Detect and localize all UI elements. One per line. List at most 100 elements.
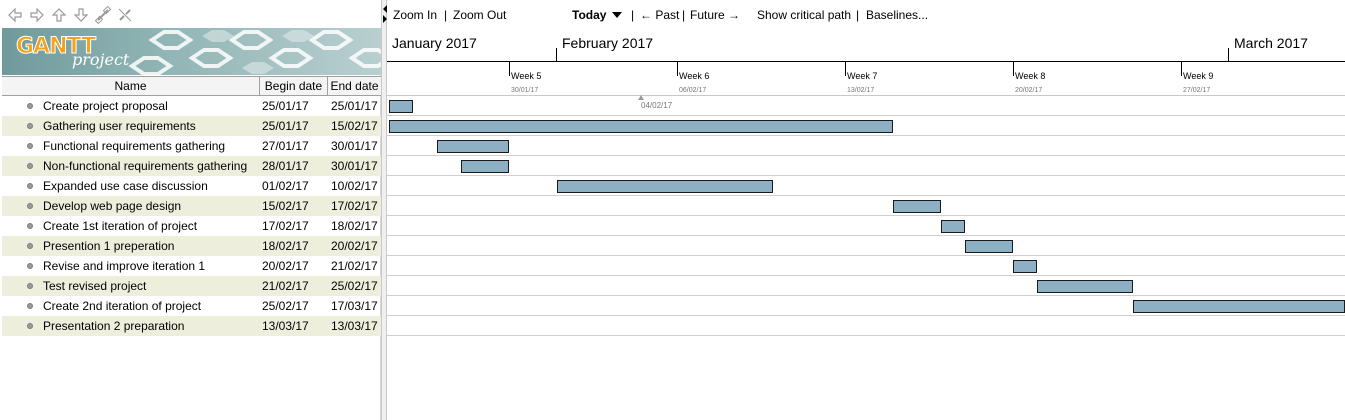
grid-row-line (387, 135, 1345, 136)
task-row[interactable]: Non-functional requirements gathering 28/… (2, 156, 381, 176)
grid-row-line (387, 235, 1345, 236)
task-begin-date[interactable]: 25/01/17 (262, 99, 309, 113)
ganttproject-logo: GANTT project (2, 28, 381, 75)
task-name[interactable]: Presention 1 preperation (43, 239, 175, 253)
task-row[interactable]: Create 2nd iteration of project 25/02/17 1… (2, 296, 381, 316)
task-bar[interactable] (437, 140, 509, 153)
task-name[interactable]: Gathering user requirements (43, 119, 196, 133)
task-begin-date[interactable]: 15/02/17 (262, 199, 309, 213)
task-table-pane: GANTT project Name Begin date End date C… (0, 0, 381, 420)
task-end-date[interactable]: 15/02/17 (331, 119, 378, 133)
task-end-date[interactable]: 17/02/17 (331, 199, 378, 213)
task-bar[interactable] (893, 200, 941, 213)
toolbar-separator: | (631, 8, 635, 22)
task-bullet-icon (27, 143, 33, 149)
past-button[interactable]: ← Past (640, 8, 680, 22)
task-list: Create project proposal 25/01/17 25/01/17 G… (2, 96, 381, 336)
task-begin-date[interactable]: 25/01/17 (262, 119, 309, 133)
task-begin-date[interactable]: 20/02/17 (262, 259, 309, 273)
task-row[interactable]: Create 1st iteration of project 17/02/17 1… (2, 216, 381, 236)
task-name[interactable]: Expanded use case discussion (43, 179, 208, 193)
forward-arrow-icon[interactable] (28, 6, 46, 24)
toolbar-separator: | (682, 8, 686, 22)
task-row[interactable]: Presention 1 preperation 18/02/17 20/02/17 (2, 236, 381, 256)
column-header-name[interactable]: Name (2, 77, 260, 96)
task-bullet-icon (27, 243, 33, 249)
task-end-date[interactable]: 30/01/17 (331, 139, 378, 153)
task-bar[interactable] (965, 240, 1013, 253)
week-start-date: 20/02/17 (1015, 87, 1043, 94)
today-dropdown-icon[interactable] (612, 12, 622, 18)
task-end-date[interactable]: 20/02/17 (331, 239, 378, 253)
task-end-date[interactable]: 25/02/17 (331, 279, 378, 293)
today-button[interactable]: Today (572, 8, 607, 22)
task-bullet-icon (27, 183, 33, 189)
task-end-date[interactable]: 13/03/17 (331, 319, 378, 333)
task-begin-date[interactable]: 13/03/17 (262, 319, 309, 333)
week-start-date: 30/01/17 (511, 87, 539, 94)
task-end-date[interactable]: 25/01/17 (331, 99, 378, 113)
task-begin-date[interactable]: 01/02/17 (262, 179, 309, 193)
show-critical-path-button[interactable]: Show critical path (757, 8, 852, 22)
task-begin-date[interactable]: 28/01/17 (262, 159, 309, 173)
task-end-date[interactable]: 21/02/17 (331, 259, 378, 273)
task-name[interactable]: Non-functional requirements gathering (43, 159, 248, 173)
grid-row-line (387, 195, 1345, 196)
task-begin-date[interactable]: 17/02/17 (262, 219, 309, 233)
task-row[interactable]: Functional requirements gathering 27/01/1… (2, 136, 381, 156)
task-row[interactable]: Test revised project 21/02/17 25/02/17 (2, 276, 381, 296)
task-bar[interactable] (941, 220, 965, 233)
timeline-months: January 2017 February 2017 March 2017 (387, 30, 1345, 62)
task-begin-date[interactable]: 21/02/17 (262, 279, 309, 293)
task-row[interactable]: Develop web page design 15/02/17 17/02/17 (2, 196, 381, 216)
task-name[interactable]: Create project proposal (43, 99, 168, 113)
task-begin-date[interactable]: 25/02/17 (262, 299, 309, 313)
task-row[interactable]: Revise and improve iteration 1 20/02/17 21… (2, 256, 381, 276)
task-end-date[interactable]: 30/01/17 (331, 159, 378, 173)
week-label: Week 9 (1183, 71, 1214, 81)
task-name[interactable]: Develop web page design (43, 199, 182, 213)
task-bar[interactable] (557, 180, 773, 193)
week-label: Week 5 (511, 71, 542, 81)
task-end-date[interactable]: 10/02/17 (331, 179, 378, 193)
down-arrow-icon[interactable] (72, 6, 90, 24)
task-name[interactable]: Test revised project (43, 279, 147, 293)
future-button[interactable]: Future → (690, 8, 741, 22)
task-end-date[interactable]: 17/03/17 (331, 299, 378, 313)
task-begin-date[interactable]: 27/01/17 (262, 139, 309, 153)
zoom-out-button[interactable]: Zoom Out (453, 8, 507, 22)
pane-splitter[interactable] (381, 0, 387, 420)
task-end-date[interactable]: 18/02/17 (331, 219, 378, 233)
grid-row-line (387, 335, 1345, 336)
task-bar[interactable] (1013, 260, 1037, 273)
task-bullet-icon (27, 263, 33, 269)
collapse-right-icon[interactable] (383, 15, 387, 23)
up-arrow-icon[interactable] (50, 6, 68, 24)
zoom-in-button[interactable]: Zoom In (393, 8, 438, 22)
link-icon[interactable] (94, 6, 112, 24)
gantt-chart-pane: Zoom In | Zoom Out Today | ← Past | Futu… (387, 0, 1345, 420)
back-arrow-icon[interactable] (6, 6, 24, 24)
task-bullet-icon (27, 123, 33, 129)
task-bar[interactable] (1037, 280, 1133, 293)
gantt-grid (387, 96, 1345, 336)
column-header-end-date[interactable]: End date (330, 79, 379, 93)
task-name[interactable]: Create 2nd iteration of project (43, 299, 202, 313)
unlink-icon[interactable] (116, 6, 134, 24)
task-bar[interactable] (461, 160, 509, 173)
task-bar[interactable] (389, 120, 893, 133)
task-bar[interactable] (389, 100, 413, 113)
collapse-left-icon[interactable] (383, 5, 387, 13)
column-header-begin-date[interactable]: Begin date (260, 77, 328, 96)
task-begin-date[interactable]: 18/02/17 (262, 239, 309, 253)
task-name[interactable]: Functional requirements gathering (43, 139, 226, 153)
task-name[interactable]: Create 1st iteration of project (43, 219, 198, 233)
baselines-button[interactable]: Baselines... (866, 8, 929, 22)
task-row[interactable]: Gathering user requirements 25/01/17 15/02… (2, 116, 381, 136)
task-row[interactable]: Expanded use case discussion 01/02/17 10/0… (2, 176, 381, 196)
task-bar[interactable] (1133, 300, 1345, 313)
task-name[interactable]: Revise and improve iteration 1 (43, 259, 206, 273)
task-row[interactable]: Presentation 2 preparation 13/03/17 13/03/… (2, 316, 381, 336)
task-name[interactable]: Presentation 2 preparation (43, 319, 185, 333)
task-row[interactable]: Create project proposal 25/01/17 25/01/17 (2, 96, 381, 116)
